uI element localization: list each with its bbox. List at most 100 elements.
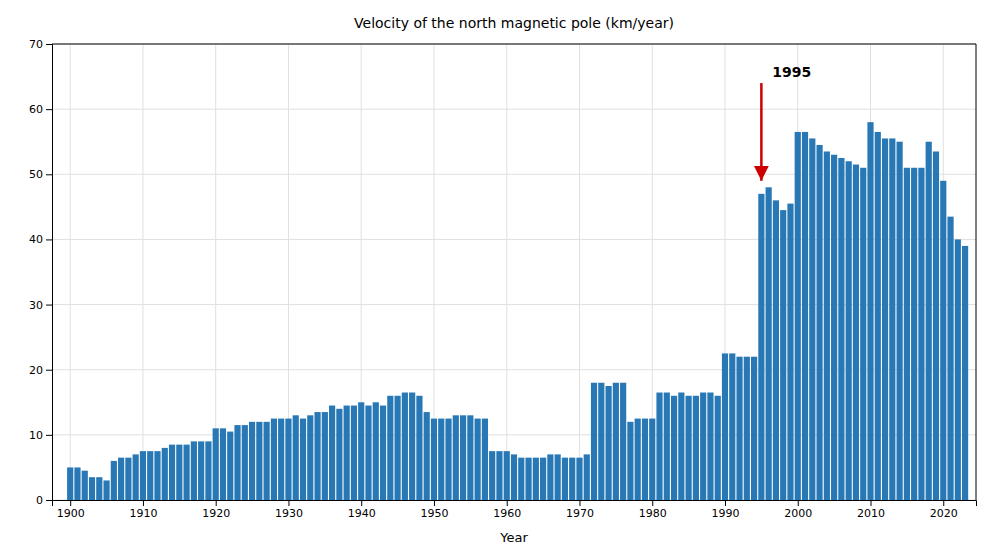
tick-label: 60: [29, 103, 43, 116]
bar: [773, 200, 779, 500]
tick: 70: [29, 38, 52, 51]
bar: [213, 428, 219, 500]
grid-line-y: [52, 44, 976, 45]
bar: [322, 412, 328, 500]
bar: [489, 451, 495, 500]
bar: [678, 393, 684, 500]
bar: [467, 415, 473, 500]
bar: [336, 409, 342, 500]
grid-line-x: [506, 44, 507, 500]
tick: 2000: [784, 500, 812, 520]
bar: [555, 454, 561, 500]
bar: [947, 217, 953, 500]
bar: [831, 155, 837, 500]
bar: [67, 467, 73, 500]
tick: 2010: [857, 500, 885, 520]
bar: [525, 458, 531, 500]
tick-label: 50: [29, 168, 43, 181]
tick: 1970: [566, 500, 594, 520]
bar: [736, 357, 742, 500]
bar: [620, 383, 626, 500]
annotation-text: 1995: [772, 64, 811, 80]
bar: [627, 422, 633, 500]
tick-mark: [46, 239, 52, 240]
bar: [787, 204, 793, 500]
bar: [373, 402, 379, 500]
bar: [751, 357, 757, 500]
chart: 1900191019201930194019501960197019801990…: [0, 0, 1000, 556]
grid-line-x: [142, 44, 143, 500]
axis-line: [53, 501, 977, 507]
bar: [300, 419, 306, 500]
tick-label: 1970: [566, 507, 594, 520]
bar: [380, 406, 386, 500]
bar: [707, 393, 713, 500]
grid-line-y: [52, 174, 976, 175]
tick-mark: [46, 44, 52, 45]
bar: [809, 138, 815, 500]
bar: [496, 451, 502, 500]
bar: [307, 415, 313, 500]
tick-label: 1990: [711, 507, 739, 520]
bar: [74, 467, 80, 500]
bar: [220, 428, 226, 500]
bar: [271, 419, 277, 500]
bar: [860, 168, 866, 500]
tick: 10: [29, 429, 52, 442]
bar: [198, 441, 204, 500]
annotation-arrow: [760, 83, 763, 181]
tick-mark: [288, 500, 289, 506]
tick-label: 2000: [784, 507, 812, 520]
tick: 40: [29, 233, 52, 246]
bar: [351, 406, 357, 500]
title: Velocity of the north magnetic pole (km/…: [354, 15, 674, 31]
bar: [409, 393, 415, 500]
bar: [256, 422, 262, 500]
tick-label: 1910: [129, 507, 157, 520]
bar: [264, 422, 270, 500]
bar: [875, 132, 881, 500]
grid-line-y: [52, 434, 976, 435]
bar: [133, 454, 139, 500]
tick-label: 70: [29, 38, 43, 51]
bar: [394, 396, 400, 500]
x-axis: 1900191019201930194019501960197019801990…: [53, 500, 977, 520]
bar: [766, 187, 772, 500]
bar: [293, 415, 299, 500]
tick-mark: [943, 500, 944, 506]
bar: [758, 194, 764, 500]
tick-mark: [143, 500, 144, 506]
tick: 1990: [711, 500, 739, 520]
tick-label: 30: [29, 299, 43, 312]
bar: [96, 477, 102, 500]
bar: [482, 419, 488, 500]
bar: [562, 458, 568, 500]
bars: [67, 122, 968, 500]
bar: [176, 445, 182, 500]
grid-line-y: [52, 369, 976, 370]
bar: [82, 471, 88, 500]
tick: 2020: [930, 500, 958, 520]
grid-line-x: [579, 44, 580, 500]
tick-label: 1920: [202, 507, 230, 520]
bar: [664, 393, 670, 500]
tick: 0: [36, 494, 52, 507]
bar: [285, 419, 291, 500]
tick-label: 40: [29, 233, 43, 246]
bar: [693, 396, 699, 500]
y-axis: 010203040506070: [29, 38, 53, 507]
tick-label: 1950: [420, 507, 448, 520]
bar: [591, 383, 597, 500]
bar: [700, 393, 706, 500]
bar: [234, 425, 240, 500]
bar: [416, 396, 422, 500]
bar: [867, 122, 873, 500]
bar: [184, 445, 190, 500]
bar: [816, 145, 822, 500]
tick-mark: [725, 500, 726, 506]
bar: [955, 239, 961, 500]
bar: [729, 353, 735, 500]
tick-mark: [46, 174, 52, 175]
bar: [882, 138, 888, 500]
bar: [722, 353, 728, 500]
